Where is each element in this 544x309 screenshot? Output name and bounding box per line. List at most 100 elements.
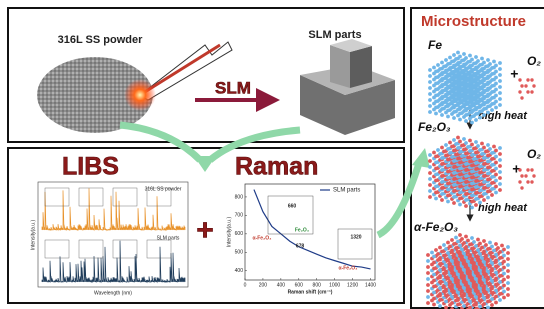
atom — [474, 179, 478, 183]
atom — [470, 247, 474, 251]
atom — [446, 147, 450, 151]
atom — [484, 65, 488, 69]
atom — [470, 103, 474, 107]
atom — [474, 197, 478, 201]
atom — [464, 162, 468, 166]
atom — [462, 252, 466, 256]
o2-molecule — [520, 84, 523, 87]
atom — [450, 295, 454, 299]
atom — [490, 157, 494, 161]
atom — [494, 167, 498, 171]
atom — [434, 100, 438, 104]
lattices — [426, 51, 536, 309]
atom — [450, 271, 454, 275]
atom — [494, 70, 498, 74]
atom — [474, 151, 478, 155]
atom — [446, 251, 450, 255]
atom — [446, 109, 450, 113]
atom — [462, 268, 466, 272]
annotation: α-Fe₂O₃ — [253, 235, 273, 241]
atom — [478, 293, 482, 297]
atom — [472, 157, 476, 161]
atom — [458, 76, 462, 80]
atom — [464, 256, 468, 260]
atom — [506, 257, 510, 261]
atom — [458, 106, 462, 110]
atom — [502, 248, 506, 252]
y-tick-label: 600 — [235, 231, 244, 237]
atom — [460, 69, 464, 73]
atom — [506, 251, 510, 255]
o2-molecule — [530, 180, 533, 183]
x-tick-label: 1200 — [347, 282, 358, 288]
atom — [474, 55, 478, 59]
annotation: 1320 — [350, 234, 361, 240]
atom — [426, 283, 430, 287]
atom — [448, 56, 452, 60]
atom — [490, 267, 494, 271]
atom — [466, 156, 470, 160]
atom — [498, 256, 502, 260]
atom — [444, 276, 448, 280]
atom — [494, 301, 498, 305]
atom — [498, 85, 502, 89]
atom — [462, 63, 466, 67]
atom — [486, 288, 490, 292]
atom — [476, 259, 480, 263]
atom — [460, 248, 464, 252]
atom — [464, 186, 468, 190]
o2-molecule — [532, 84, 535, 87]
atom — [440, 174, 444, 178]
atom — [440, 107, 444, 111]
atom — [448, 245, 452, 249]
atom — [482, 180, 486, 184]
atom — [462, 280, 466, 284]
atom — [456, 61, 460, 65]
atom — [450, 249, 454, 253]
atom — [482, 146, 486, 150]
x-tick-label: 800 — [313, 282, 322, 288]
atom — [482, 89, 486, 93]
atom — [458, 233, 462, 237]
atom — [442, 254, 446, 258]
o2-molecule — [526, 168, 529, 171]
atom — [426, 259, 430, 263]
atom — [470, 257, 474, 261]
atom — [432, 297, 436, 301]
flow-arrowhead — [412, 148, 430, 168]
atom — [438, 262, 442, 266]
atom — [438, 246, 442, 250]
atom — [464, 107, 468, 111]
atom — [466, 260, 470, 264]
atom — [486, 160, 490, 164]
y-tick-label: 400 — [235, 268, 244, 274]
atom — [494, 253, 498, 257]
atom — [486, 105, 490, 109]
atom — [438, 67, 442, 71]
atom — [478, 252, 482, 256]
atom — [454, 57, 458, 61]
atom — [444, 300, 448, 304]
atom — [450, 289, 454, 293]
atom — [472, 62, 476, 66]
atom — [446, 97, 450, 101]
ms-o2: O₂ — [527, 147, 541, 161]
atom — [494, 155, 498, 159]
atom — [434, 179, 438, 183]
atom — [480, 152, 484, 156]
atom — [480, 67, 484, 71]
atom — [452, 183, 456, 187]
atom — [446, 164, 450, 168]
atom — [484, 243, 488, 247]
atom — [450, 70, 454, 74]
atom — [490, 279, 494, 283]
atom — [456, 273, 460, 277]
atom — [500, 244, 504, 248]
atom — [446, 188, 450, 192]
atom — [454, 236, 458, 240]
atom — [434, 106, 438, 110]
y-tick-label: 500 — [235, 250, 244, 256]
atom — [458, 112, 462, 116]
atom — [428, 177, 432, 181]
atom — [460, 59, 464, 63]
